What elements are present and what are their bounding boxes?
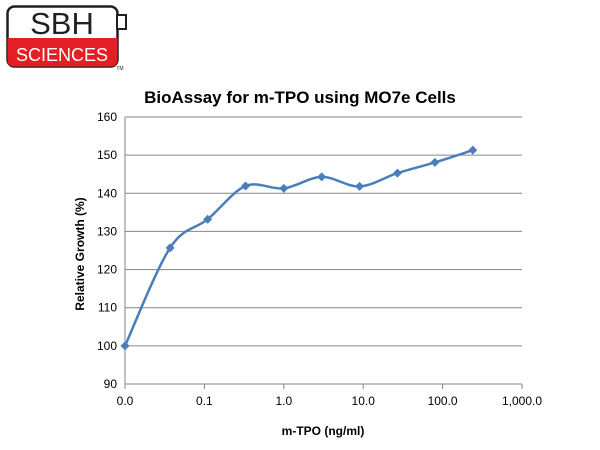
logo-red-band: [7, 38, 118, 67]
data-point: [430, 157, 440, 167]
logo-text-sbh: SBH: [30, 6, 94, 41]
logo-text-sciences: SCIENCES: [16, 45, 108, 65]
y-axis-label: Relative Growth (%): [73, 197, 87, 310]
data-point: [241, 181, 251, 191]
y-tick-label: 140: [97, 186, 117, 200]
y-axis-ticks: 90 100 110 120 130 140 150 160: [97, 110, 117, 391]
x-axis-label: m-TPO (ng/ml): [282, 424, 365, 438]
y-tick-label: 130: [97, 224, 117, 238]
chart-title: BioAssay for m-TPO using MO7e Cells: [144, 88, 456, 107]
x-tick-label: 100.0: [428, 394, 458, 408]
data-point: [468, 145, 478, 155]
y-tick-label: 120: [97, 263, 117, 277]
series-line: [123, 149, 474, 347]
data-point: [203, 214, 213, 224]
x-tick-label: 0.1: [196, 394, 213, 408]
x-tick-label: 1,000.0: [502, 394, 542, 408]
data-point: [392, 168, 402, 178]
logo-trademark: TM: [116, 66, 123, 71]
plot-area: [124, 117, 522, 385]
x-tick-label: 1.0: [275, 394, 292, 408]
data-point: [279, 183, 289, 193]
data-point: [120, 341, 130, 351]
x-tick-label: 10.0: [352, 394, 376, 408]
x-tick-label: 0.0: [117, 394, 134, 408]
y-tick-label: 110: [98, 301, 117, 315]
data-point: [165, 243, 175, 253]
y-tick-label: 150: [97, 148, 117, 162]
y-tick-label: 100: [97, 339, 117, 353]
data-points: [120, 145, 478, 351]
sbh-sciences-logo: SBH SCIENCES TM: [6, 5, 130, 76]
y-tick-label: 160: [97, 110, 117, 124]
gridlines: [125, 116, 522, 385]
y-tick-label: 90: [104, 377, 118, 391]
data-point: [355, 181, 365, 191]
data-point: [317, 172, 327, 182]
x-axis-ticks: 0.0 0.1 1.0 10.0 100.0 1,000.0: [117, 384, 542, 408]
